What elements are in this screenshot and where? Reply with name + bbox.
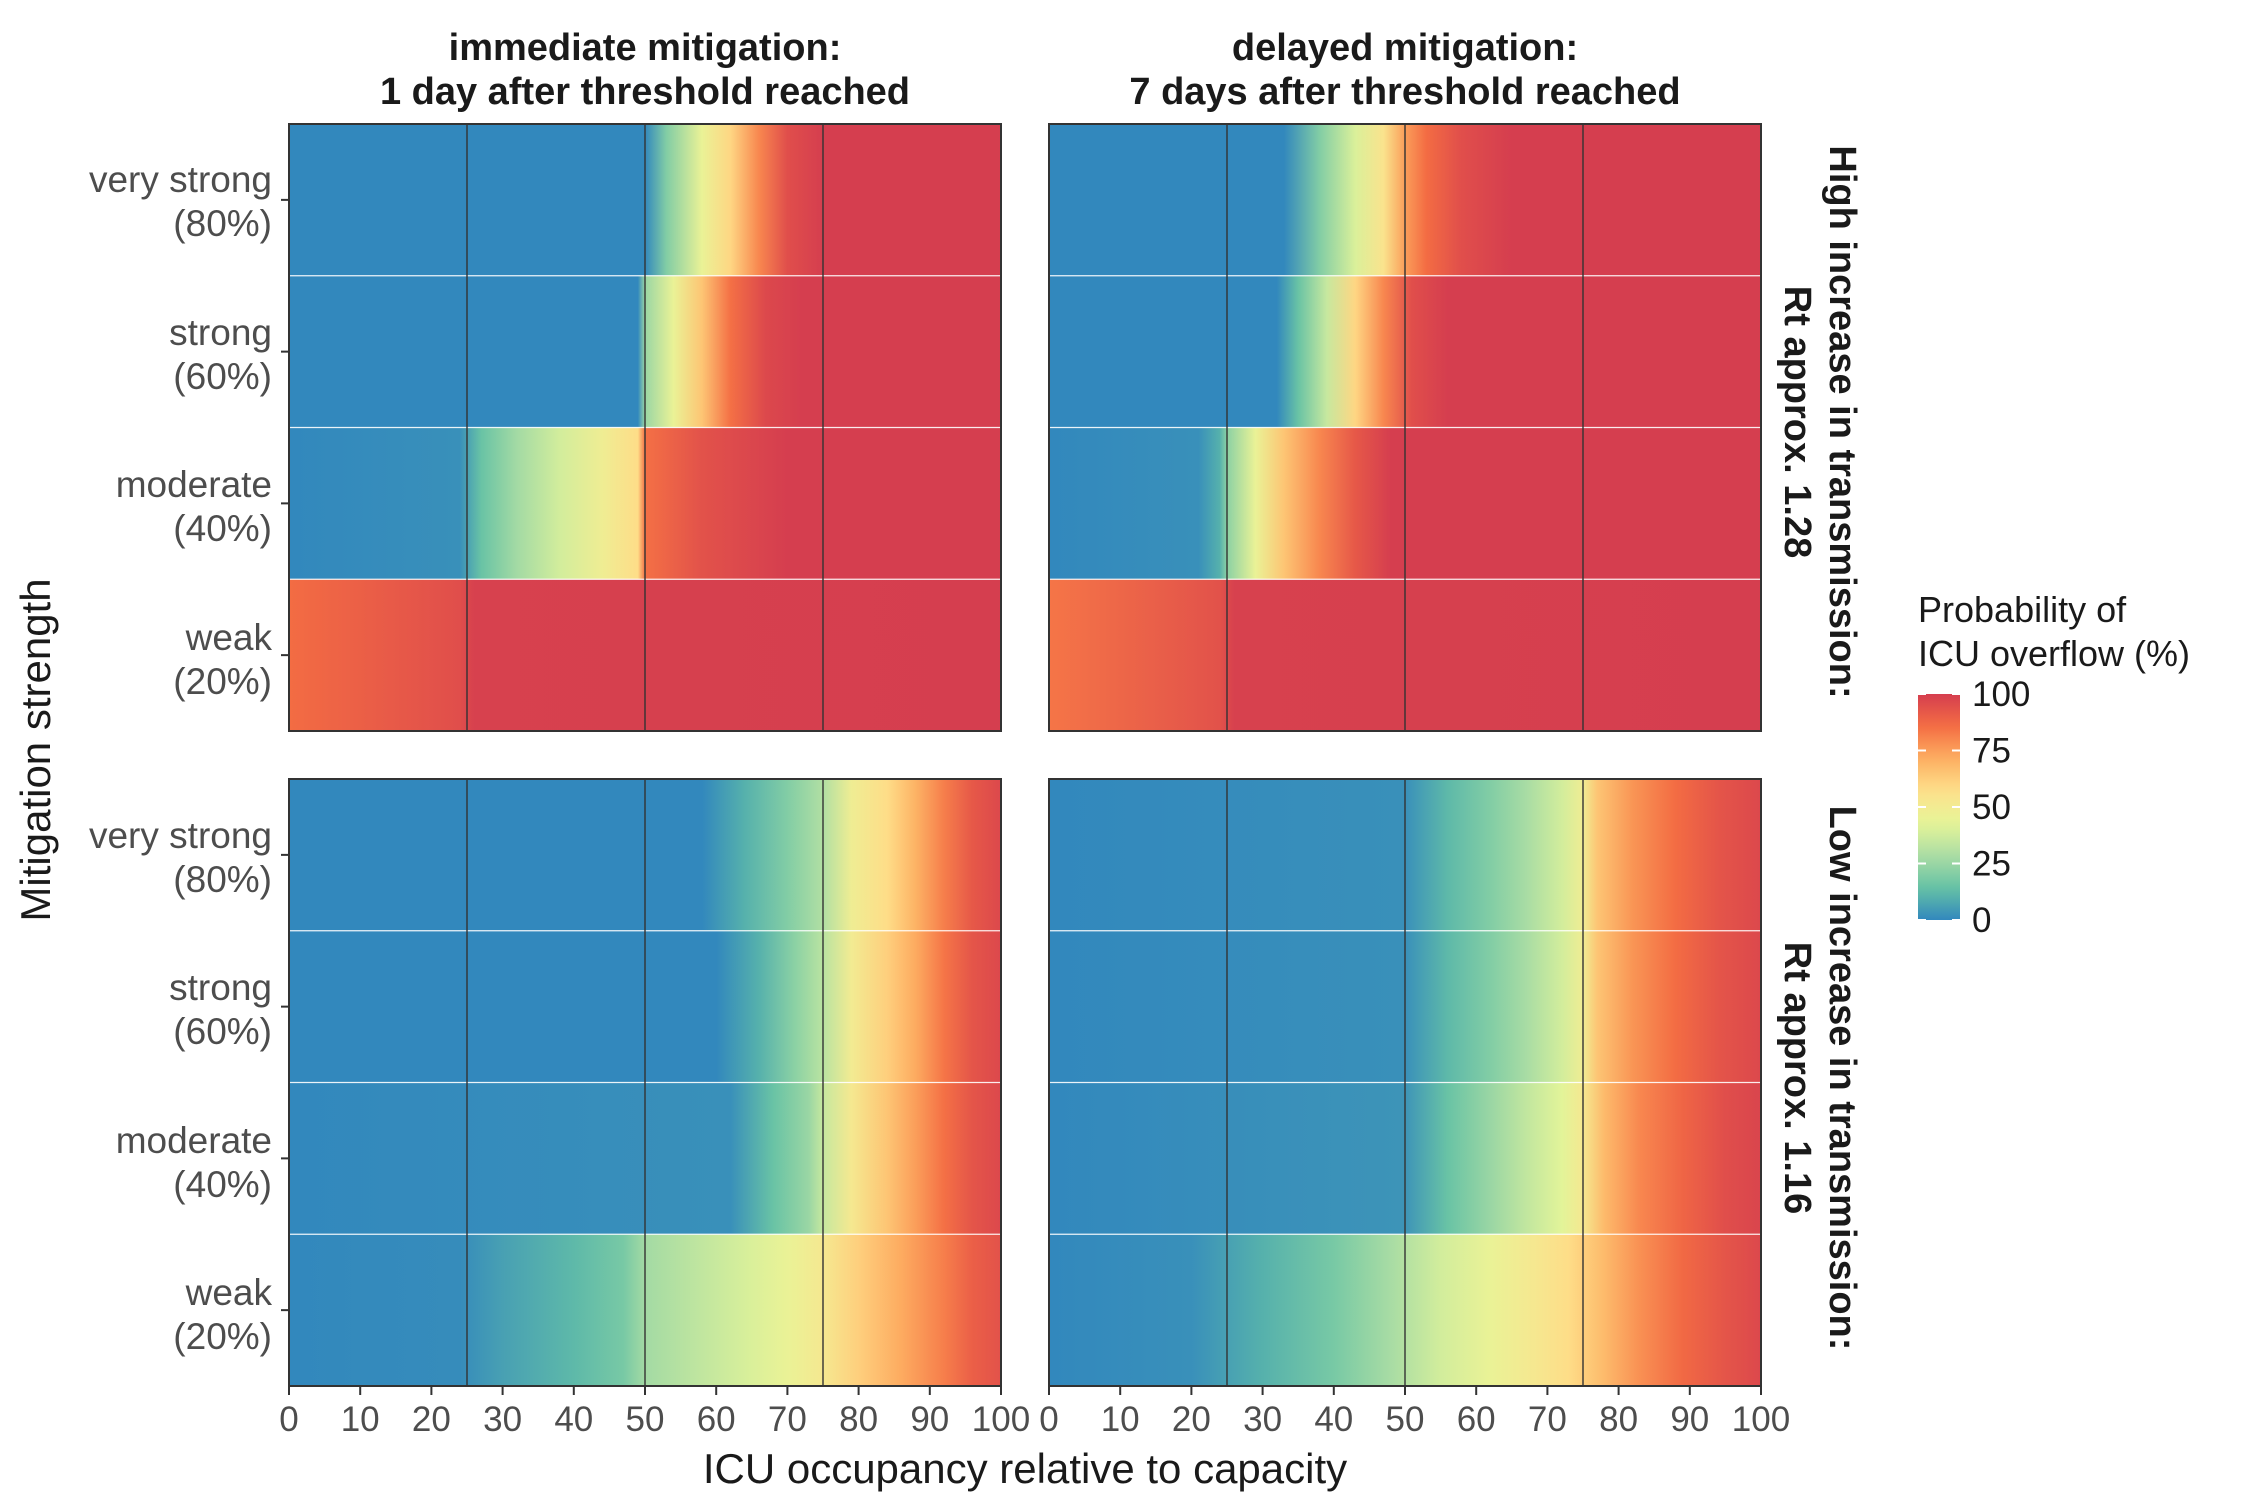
xtick-label-delayed-30: 30 — [1243, 1400, 1282, 1439]
xtick-label-delayed-10: 10 — [1101, 1400, 1140, 1439]
xtick-label-delayed-100: 100 — [1732, 1400, 1790, 1439]
legend-label-0: 0 — [1972, 901, 1991, 940]
col-title-immediate-line1: immediate mitigation: — [449, 27, 842, 69]
ytick-top-very-strong-name: very strong — [89, 159, 272, 200]
ytick-top-moderate-name: moderate — [116, 464, 272, 505]
legend-title-line2: ICU overflow (%) — [1918, 633, 2190, 674]
panel-border — [1048, 123, 1762, 732]
row-title-low-line2: Rt approx. 1.16 — [1776, 942, 1818, 1214]
legend: Probability of ICU overflow (%) 0 25 50 75 1… — [1918, 589, 2190, 940]
panel-low-delayed — [1048, 778, 1762, 1387]
ytick-bottom-very-strong-pct: (80%) — [173, 859, 272, 900]
xtick-label-immediate-50: 50 — [626, 1400, 665, 1439]
ytick-bottom-strong-pct: (60%) — [173, 1011, 272, 1052]
xtick-label-immediate-70: 70 — [768, 1400, 807, 1439]
legend-title-line1: Probability of — [1918, 589, 2127, 630]
y-axis-title: Mitigation strength — [12, 578, 59, 921]
xtick-label-delayed-70: 70 — [1528, 1400, 1567, 1439]
ytick-bottom-weak-pct: (20%) — [173, 1316, 272, 1357]
xtick-label-immediate-100: 100 — [972, 1400, 1030, 1439]
ytick-bottom-weak-name: weak — [185, 1272, 273, 1313]
ytick-bottom-very-strong-name: very strong — [89, 815, 272, 856]
col-title-delayed-line2: 7 days after threshold reached — [1129, 71, 1680, 113]
heatmap-panels — [281, 123, 1762, 1387]
xtick-label-delayed-0: 0 — [1039, 1400, 1058, 1439]
ytick-bottom-moderate-pct: (40%) — [173, 1164, 272, 1205]
xtick-label-delayed-40: 40 — [1314, 1400, 1353, 1439]
ytick-top-weak-pct: (20%) — [173, 661, 272, 702]
row-title-high-line2: Rt approx. 1.28 — [1776, 286, 1818, 558]
xtick-label-immediate-90: 90 — [910, 1400, 949, 1439]
ytick-top-moderate-pct: (40%) — [173, 508, 272, 549]
col-title-delayed-line1: delayed mitigation: — [1232, 27, 1578, 69]
xtick-label-immediate-20: 20 — [412, 1400, 451, 1439]
ytick-top-strong-name: strong — [169, 312, 272, 353]
xtick-label-immediate-60: 60 — [697, 1400, 736, 1439]
xtick-label-delayed-80: 80 — [1599, 1400, 1638, 1439]
ytick-top-very-strong-pct: (80%) — [173, 203, 272, 244]
xtick-label-immediate-80: 80 — [839, 1400, 878, 1439]
legend-label-50: 50 — [1972, 788, 2011, 827]
row-title-high-line1: High increase in transmission: — [1821, 145, 1863, 698]
legend-label-25: 25 — [1972, 845, 2011, 884]
legend-label-100: 100 — [1972, 675, 2030, 714]
xtick-label-delayed-50: 50 — [1386, 1400, 1425, 1439]
xtick-label-immediate-40: 40 — [554, 1400, 593, 1439]
ytick-bottom-strong-name: strong — [169, 967, 272, 1008]
x-axis-title: ICU occupancy relative to capacity — [703, 1445, 1347, 1492]
xtick-label-delayed-60: 60 — [1457, 1400, 1496, 1439]
col-title-immediate-line2: 1 day after threshold reached — [380, 71, 910, 113]
panel-border — [288, 123, 1002, 732]
xtick-label-delayed-90: 90 — [1670, 1400, 1709, 1439]
row-title-low-line1: Low increase in transmission: — [1821, 806, 1863, 1351]
ytick-top-strong-pct: (60%) — [173, 356, 272, 397]
ytick-bottom-moderate-name: moderate — [116, 1120, 272, 1161]
xtick-label-immediate-10: 10 — [341, 1400, 380, 1439]
legend-label-75: 75 — [1972, 732, 2011, 771]
xtick-label-immediate-30: 30 — [483, 1400, 522, 1439]
xtick-label-immediate-0: 0 — [279, 1400, 298, 1439]
panel-high-immediate — [288, 123, 1002, 732]
panel-low-immediate — [288, 778, 1002, 1387]
x-axis: 0 10 20 30 40 50 60 70 80 90 100 0 10 20 30 40 50 60 70 80 9… — [279, 1386, 1790, 1439]
ytick-top-weak-name: weak — [185, 617, 273, 658]
panel-high-delayed — [1048, 123, 1762, 732]
xtick-label-delayed-20: 20 — [1172, 1400, 1211, 1439]
